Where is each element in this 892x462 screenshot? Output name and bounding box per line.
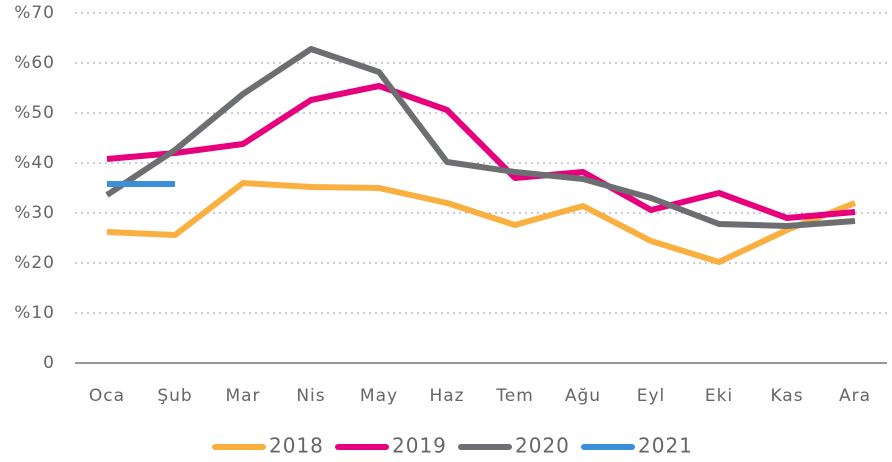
legend-label: 2021 [638, 434, 693, 458]
x-tick-label: Mar [225, 386, 260, 406]
y-tick-label: %70 [14, 3, 55, 23]
x-tick-label: Ağu [565, 386, 601, 406]
x-tick-label: Eki [705, 386, 733, 406]
x-tick-label: Eyl [637, 386, 666, 406]
legend-label: 2018 [269, 434, 324, 458]
legend-label: 2020 [515, 434, 570, 458]
x-tick-label: Kas [770, 386, 803, 406]
series-line [106, 180, 857, 265]
x-tick-label: Oca [89, 386, 125, 406]
x-tick-label: Haz [429, 386, 464, 406]
y-tick-label: %50 [14, 103, 55, 123]
x-tick-label: Nis [296, 386, 325, 406]
x-tick-label: May [360, 386, 398, 406]
x-tick-label: Şub [157, 386, 192, 406]
series-line [105, 46, 856, 229]
x-tick-label: Tem [495, 386, 534, 406]
y-tick-label: %20 [14, 253, 55, 273]
y-tick-label: %30 [14, 203, 55, 223]
y-tick-label: %40 [14, 153, 55, 173]
series-line [106, 83, 856, 221]
y-tick-label: %60 [14, 53, 55, 73]
x-tick-label: Ara [839, 386, 871, 406]
legend-label: 2019 [392, 434, 447, 458]
y-tick-label: %10 [14, 303, 55, 323]
y-tick-label: 0 [43, 353, 55, 373]
